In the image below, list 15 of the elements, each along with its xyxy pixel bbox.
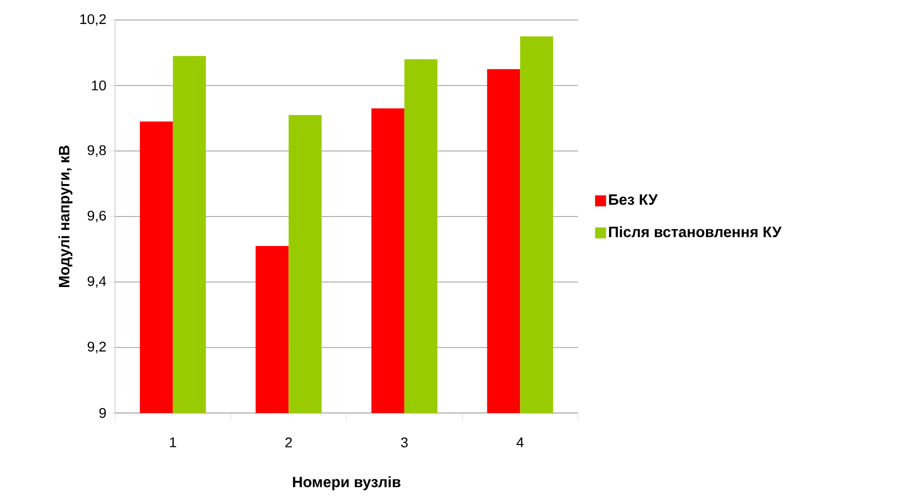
y-tick-label: 10,2 (80, 14, 106, 26)
x-tick-label: 3 (401, 438, 408, 448)
y-axis-title: Модулі напруги, кВ (58, 146, 72, 288)
x-tick-label: 4 (516, 438, 524, 448)
x-axis-title: Номери вузлів (293, 476, 400, 490)
y-tick-label: 9 (99, 408, 106, 418)
legend-label: Без КУ (609, 194, 658, 205)
x-tick-label: 1 (170, 438, 176, 448)
y-tick-label: 9,8 (88, 145, 106, 157)
legend-label: Після встановлення КУ (609, 226, 782, 238)
y-tick-label: 9,6 (88, 210, 106, 222)
y-tick-label: 9,4 (88, 276, 106, 288)
y-tick-label: 9,2 (88, 342, 106, 354)
x-tick-label: 2 (285, 438, 292, 448)
y-tick-label: 10 (92, 80, 106, 90)
